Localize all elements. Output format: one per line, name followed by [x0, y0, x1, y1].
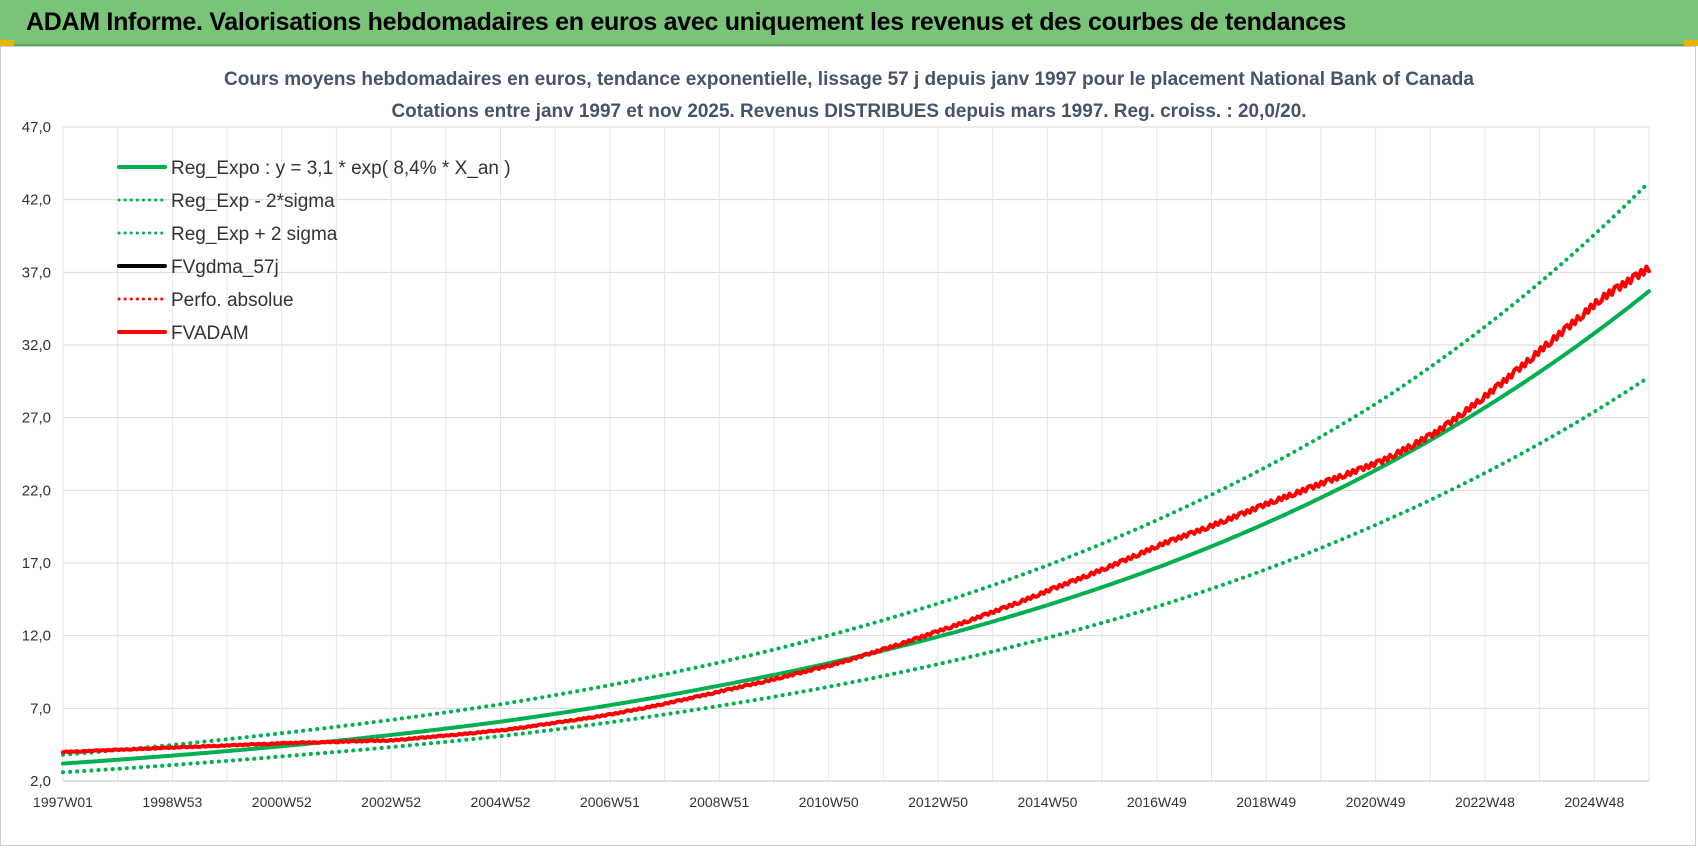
chart: 2,0 7,0 12,0 17,0 22,0 27,0 32,0 37,0 42,0 47,0 1… — [22, 69, 1651, 810]
x-tick-label: 2002W52 — [361, 794, 421, 810]
header-bar: ADAM Informe. Valorisations hebdomadaire… — [0, 0, 1698, 46]
x-tick-label: 2018W49 — [1236, 794, 1296, 810]
legend-label-3: FVgdma_57j — [171, 257, 279, 278]
series-lines — [61, 180, 1651, 775]
y-axis-labels: 2,0 7,0 12,0 17,0 22,0 27,0 32,0 37,0 42,0 47,0 — [22, 119, 51, 790]
y-tick-label: 32,0 — [22, 337, 51, 354]
x-tick-label: 2020W49 — [1346, 794, 1406, 810]
y-tick-label: 12,0 — [22, 628, 51, 645]
legend-label-0: Reg_Expo : y = 3,1 * exp( 8,4% * X_an ) — [171, 158, 511, 179]
x-axis-labels: 1997W01 1998W53 2000W52 2002W52 2004W52 2006W… — [33, 794, 1624, 810]
x-tick-label: 2010W50 — [799, 794, 859, 810]
y-tick-label: 2,0 — [30, 773, 51, 790]
legend-label-4: Perfo. absolue — [171, 290, 294, 311]
series-line-1 — [61, 375, 1651, 775]
chart-frame: 2,0 7,0 12,0 17,0 22,0 27,0 32,0 37,0 42,0 47,0 1… — [0, 46, 1696, 846]
y-tick-label: 47,0 — [22, 119, 51, 136]
x-tick-label: 2006W51 — [580, 794, 640, 810]
corner-marker-right — [1684, 40, 1698, 46]
legend-label-2: Reg_Exp + 2 sigma — [171, 224, 338, 245]
y-tick-label: 37,0 — [22, 264, 51, 281]
corner-marker-left — [0, 40, 14, 46]
legend-label-5: FVADAM — [171, 323, 249, 344]
y-tick-label: 22,0 — [22, 482, 51, 499]
chart-title: Cours moyens hebdomadaires en euros, ten… — [224, 69, 1474, 90]
legend: Reg_Expo : y = 3,1 * exp( 8,4% * X_an ) R… — [117, 158, 511, 344]
series-line-3 — [62, 265, 1650, 754]
y-tick-label: 17,0 — [22, 555, 51, 572]
x-tick-label: 2008W51 — [689, 794, 749, 810]
x-tick-label: 2004W52 — [471, 794, 531, 810]
x-tick-label: 1998W53 — [142, 794, 202, 810]
x-tick-label: 1997W01 — [33, 794, 93, 810]
chart-subtitle: Cotations entre janv 1997 et nov 2025. R… — [392, 101, 1307, 122]
x-tick-label: 2000W52 — [252, 794, 312, 810]
legend-label-1: Reg_Exp - 2*sigma — [171, 191, 335, 212]
x-tick-label: 2014W50 — [1017, 794, 1077, 810]
series-line-5 — [61, 264, 1651, 755]
y-tick-label: 27,0 — [22, 410, 51, 427]
y-tick-label: 7,0 — [30, 700, 51, 717]
y-tick-label: 42,0 — [22, 192, 51, 209]
series-line-2 — [61, 180, 1651, 757]
series-line-0 — [61, 289, 1651, 766]
x-tick-label: 2022W48 — [1455, 794, 1515, 810]
x-tick-label: 2024W48 — [1564, 794, 1624, 810]
page-title: ADAM Informe. Valorisations hebdomadaire… — [26, 8, 1347, 36]
x-tick-label: 2016W49 — [1127, 794, 1187, 810]
x-tick-label: 2012W50 — [908, 794, 968, 810]
